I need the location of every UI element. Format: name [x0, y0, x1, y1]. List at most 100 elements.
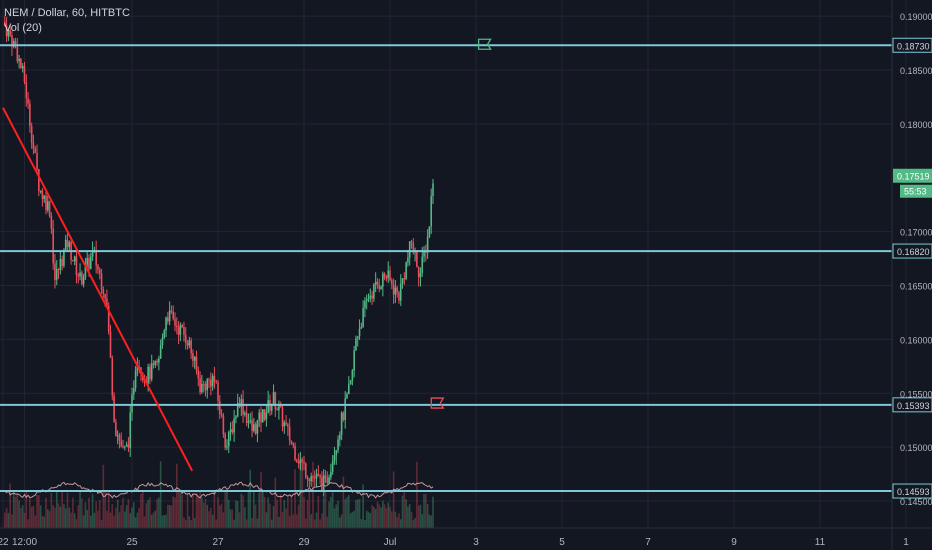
candle-body — [97, 265, 99, 270]
volume-bar — [349, 513, 352, 528]
candle-body — [210, 379, 212, 387]
volume-bar — [127, 498, 130, 528]
candle-body — [347, 384, 350, 395]
candle-body — [233, 418, 235, 433]
candle-body — [48, 201, 51, 216]
candle-body — [417, 266, 420, 278]
volume-bar — [70, 512, 72, 528]
volume-bar — [204, 498, 207, 528]
candle-body — [75, 256, 78, 276]
horizontal-levels[interactable] — [0, 44, 892, 493]
volume-bar — [382, 500, 384, 528]
volume-bar — [89, 515, 92, 528]
candle-body — [362, 308, 364, 327]
candle-body — [32, 143, 35, 149]
volume-bar — [5, 507, 8, 528]
volume-bar — [217, 497, 219, 528]
time-axis[interactable]: 22 12:00 25 27 29 Jul 3 5 7 9 11 1 — [0, 527, 932, 548]
candle-body — [330, 471, 332, 478]
volume-bar — [231, 509, 234, 528]
candle-body — [376, 281, 379, 286]
volume-bar — [163, 514, 166, 528]
volume-bar — [77, 505, 80, 528]
volume-bar — [306, 500, 309, 528]
symbol-title: NEM / Dollar, 60, HITBTC — [4, 7, 130, 19]
candle-body — [16, 46, 19, 62]
candle-body — [326, 477, 329, 484]
volume-bar — [36, 495, 38, 528]
volume-bar — [426, 504, 429, 528]
candle-body — [177, 327, 180, 335]
level-price-tag — [892, 397, 932, 413]
y-tick-label: 0.16500 — [900, 282, 932, 292]
candle-body — [236, 402, 239, 417]
volume-bar — [215, 519, 218, 528]
volume-bar — [251, 517, 253, 528]
volume-bar — [358, 499, 361, 528]
candle-body — [398, 292, 400, 301]
candle-body — [283, 422, 286, 427]
candle-body — [260, 412, 262, 423]
price-axis[interactable]: 0.19000 0.18500 0.18000 0.17000 0.16500 0.160… — [891, 0, 932, 550]
volume-bar — [150, 514, 153, 528]
candle-body — [292, 443, 295, 446]
candle-body — [242, 399, 244, 415]
candle-body — [186, 343, 189, 346]
volume-bar — [72, 497, 74, 528]
volume-bar — [236, 501, 239, 528]
candle-body — [12, 41, 15, 47]
candle-body — [371, 295, 373, 299]
volume-bar — [122, 498, 124, 528]
candle-body — [115, 421, 117, 436]
volume-bar — [34, 515, 37, 528]
volume-bar — [45, 497, 47, 528]
volume-bar — [290, 495, 293, 528]
y-tick-label: 0.18000 — [900, 120, 932, 130]
candle-body — [394, 287, 397, 295]
candle-body — [116, 435, 119, 437]
volume-bar — [339, 517, 341, 528]
volume-bar — [301, 470, 304, 528]
candle-body — [244, 412, 246, 415]
candle-body — [73, 256, 76, 262]
candle-body — [261, 409, 264, 423]
volume-bar — [260, 472, 262, 528]
volume-bar — [179, 492, 182, 528]
volume-bar — [405, 499, 407, 528]
volume-bar — [281, 512, 284, 528]
candle-body — [321, 477, 323, 491]
volume-bar — [55, 490, 58, 528]
candle-body — [294, 445, 296, 460]
candle-body — [317, 474, 320, 476]
y-tick-label: 0.18500 — [900, 66, 932, 76]
volume-bar — [240, 493, 243, 528]
volume-bar — [183, 517, 185, 528]
candle-body — [421, 256, 424, 274]
volume-bar — [104, 490, 106, 528]
candle-body — [84, 264, 87, 278]
candle-body — [25, 81, 28, 99]
volume-bar — [57, 503, 60, 528]
x-tick-label: 12:00 — [12, 537, 37, 548]
candle-body — [290, 440, 293, 444]
volume-bar — [430, 515, 433, 528]
candle-body — [136, 366, 139, 371]
candle-body — [104, 293, 106, 299]
volume-bar — [158, 497, 160, 528]
flag-markers[interactable] — [430, 38, 492, 409]
level-price-label: 0.15393 — [897, 401, 930, 411]
volume-bar — [48, 510, 51, 528]
candle-body — [27, 98, 29, 104]
y-tick-label: 0.14500 — [900, 497, 932, 507]
volume-bar — [373, 506, 375, 528]
volume-bar — [30, 506, 33, 528]
volume-bar — [68, 507, 71, 528]
level-price-tag — [892, 37, 932, 53]
candle-body — [50, 215, 53, 229]
volume-bar — [346, 496, 348, 528]
trend-line[interactable] — [2, 107, 194, 472]
volume-bar — [159, 461, 162, 528]
volume-bar — [50, 492, 53, 528]
volume-bar — [337, 500, 339, 528]
